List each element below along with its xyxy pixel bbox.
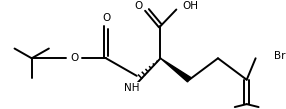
Text: Br: Br: [274, 51, 285, 61]
Text: O: O: [70, 53, 78, 63]
Text: O: O: [135, 1, 143, 11]
Text: O: O: [102, 13, 110, 23]
Polygon shape: [160, 58, 191, 82]
Text: OH: OH: [182, 1, 198, 11]
Text: NH: NH: [124, 83, 140, 93]
